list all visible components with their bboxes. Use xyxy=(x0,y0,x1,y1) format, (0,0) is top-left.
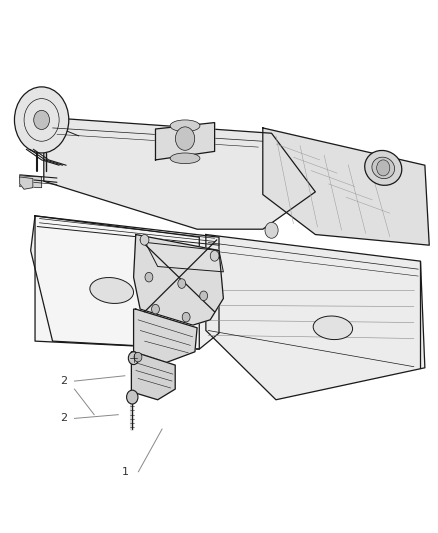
Circle shape xyxy=(128,352,139,365)
Polygon shape xyxy=(206,235,425,400)
Polygon shape xyxy=(131,352,175,400)
Circle shape xyxy=(210,251,219,261)
Circle shape xyxy=(152,304,159,314)
Ellipse shape xyxy=(90,278,134,303)
Polygon shape xyxy=(35,216,199,349)
Circle shape xyxy=(265,222,278,238)
Polygon shape xyxy=(20,177,33,189)
Polygon shape xyxy=(134,309,197,362)
Text: 2: 2 xyxy=(60,376,67,386)
Polygon shape xyxy=(31,216,219,349)
Polygon shape xyxy=(147,243,223,272)
Circle shape xyxy=(14,87,69,153)
Polygon shape xyxy=(155,123,215,160)
Circle shape xyxy=(140,235,149,245)
Polygon shape xyxy=(263,128,429,245)
Ellipse shape xyxy=(365,150,402,185)
Circle shape xyxy=(145,272,153,282)
Circle shape xyxy=(182,312,190,322)
Ellipse shape xyxy=(372,157,395,179)
Ellipse shape xyxy=(170,153,200,164)
Circle shape xyxy=(134,352,142,362)
Circle shape xyxy=(127,390,138,404)
Text: 1: 1 xyxy=(121,467,128,477)
Ellipse shape xyxy=(170,120,200,132)
Polygon shape xyxy=(134,235,223,325)
Circle shape xyxy=(377,160,390,176)
Circle shape xyxy=(200,291,208,301)
Circle shape xyxy=(175,127,194,150)
Ellipse shape xyxy=(313,316,353,340)
Polygon shape xyxy=(20,176,42,188)
Circle shape xyxy=(178,279,186,288)
Circle shape xyxy=(34,110,49,130)
Polygon shape xyxy=(44,117,315,229)
Text: 2: 2 xyxy=(60,414,67,423)
